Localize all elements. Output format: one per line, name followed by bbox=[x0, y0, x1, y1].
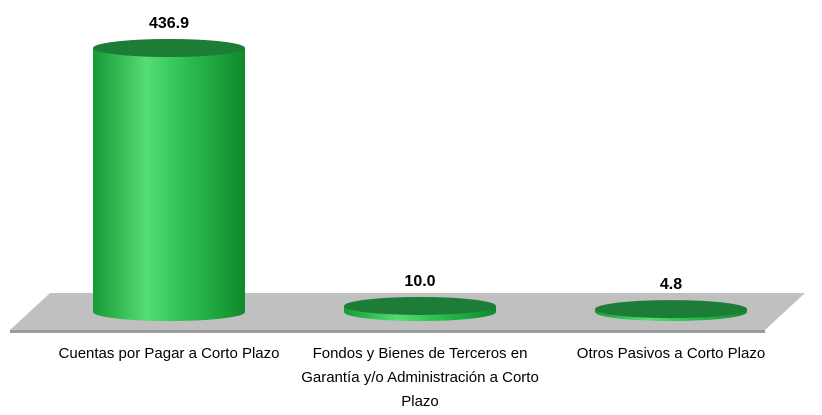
bar bbox=[93, 39, 245, 321]
x-tick-label: Otros Pasivos a Corto Plazo bbox=[576, 345, 766, 362]
data-label: 10.0 bbox=[404, 273, 435, 290]
cylinder-top bbox=[93, 39, 245, 57]
cylinder-body bbox=[93, 48, 245, 321]
cylinder-top bbox=[595, 300, 747, 319]
bar bbox=[344, 296, 496, 321]
x-tick-label: Fondos y Bienes de Terceros en Garantía … bbox=[301, 345, 539, 410]
cylinder-top bbox=[344, 296, 496, 315]
data-label: 4.8 bbox=[660, 276, 682, 293]
x-tick-label: Cuentas por Pagar a Corto Plazo bbox=[58, 345, 280, 362]
floor-edge bbox=[10, 330, 765, 333]
data-label: 436.9 bbox=[149, 15, 189, 32]
bar bbox=[595, 300, 747, 321]
